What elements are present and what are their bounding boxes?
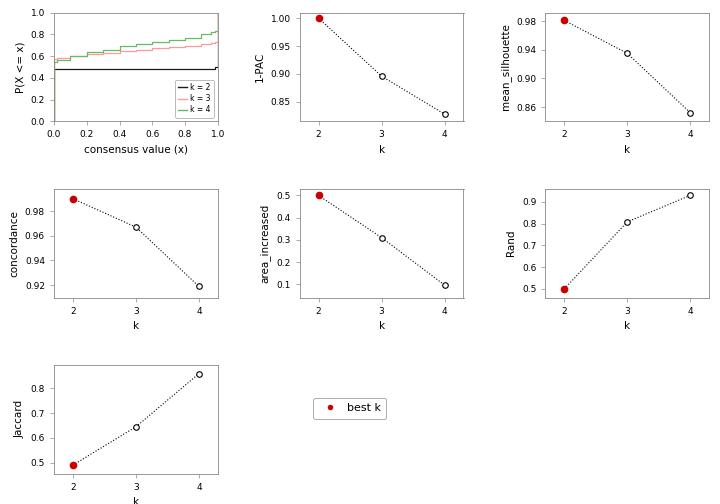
X-axis label: k: k <box>624 321 631 331</box>
Y-axis label: concordance: concordance <box>9 210 19 277</box>
Y-axis label: Jaccard: Jaccard <box>15 400 25 438</box>
X-axis label: k: k <box>379 321 384 331</box>
Y-axis label: 1-PAC: 1-PAC <box>255 52 265 82</box>
Legend: k = 2, k = 3, k = 4: k = 2, k = 3, k = 4 <box>175 80 214 117</box>
Y-axis label: Rand: Rand <box>506 230 516 257</box>
Y-axis label: mean_silhouette: mean_silhouette <box>500 24 510 110</box>
Y-axis label: area_increased: area_increased <box>260 204 271 283</box>
X-axis label: k: k <box>132 321 139 331</box>
X-axis label: k: k <box>624 145 631 155</box>
X-axis label: consensus value (x): consensus value (x) <box>84 145 188 155</box>
Legend: best k: best k <box>313 398 387 419</box>
X-axis label: k: k <box>379 145 384 155</box>
Y-axis label: P(X <= x): P(X <= x) <box>15 41 25 93</box>
X-axis label: k: k <box>132 497 139 504</box>
